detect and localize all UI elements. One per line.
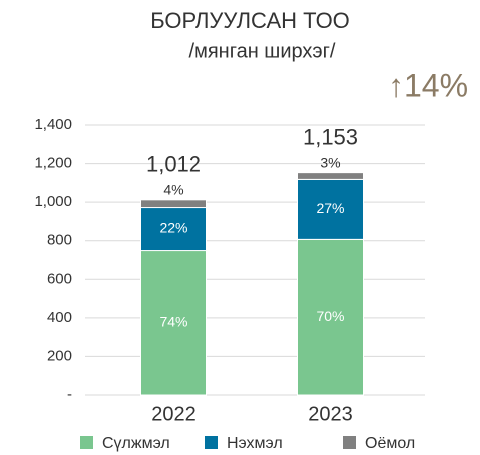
segment-label: 27% (316, 200, 344, 216)
segment-label: 74% (159, 313, 187, 329)
y-tick-label: 1,400 (34, 116, 72, 133)
y-tick-label: 1,200 (34, 155, 72, 172)
bar-segment (297, 178, 364, 240)
legend-swatch (343, 436, 356, 449)
bar-segment (297, 172, 364, 180)
segment-label: 3% (320, 154, 340, 170)
y-tick-label: 1,000 (34, 193, 72, 210)
bar-segment (140, 207, 207, 252)
y-tick-label: 200 (47, 347, 72, 364)
chart-subtitle: /мянган ширхэг/ (189, 40, 336, 62)
annotation: ↑14% (388, 67, 468, 103)
y-tick-label: 600 (47, 270, 72, 287)
legend-swatch (80, 436, 93, 449)
segment-label: 22% (159, 220, 187, 236)
x-tick-label: 2023 (308, 403, 353, 425)
y-tick-label: 400 (47, 309, 72, 326)
legend-label: Нэхмэл (227, 435, 283, 452)
x-tick-label: 2022 (151, 403, 196, 425)
bar-segment (297, 238, 364, 396)
segment-label: 4% (163, 182, 183, 198)
bar-segment (140, 250, 207, 396)
total-label: 1,012 (146, 152, 201, 177)
y-tick-label: - (67, 386, 72, 403)
legend-label: Оёмол (365, 435, 415, 452)
total-label: 1,153 (303, 124, 358, 149)
chart-title: БОРЛУУЛСАН ТОО (150, 8, 350, 33)
y-tick-label: 800 (47, 232, 72, 249)
legend-swatch (205, 436, 218, 449)
legend-label: Сүлжмэл (102, 435, 170, 452)
bar-segment (140, 199, 207, 209)
segment-label: 70% (316, 308, 344, 324)
